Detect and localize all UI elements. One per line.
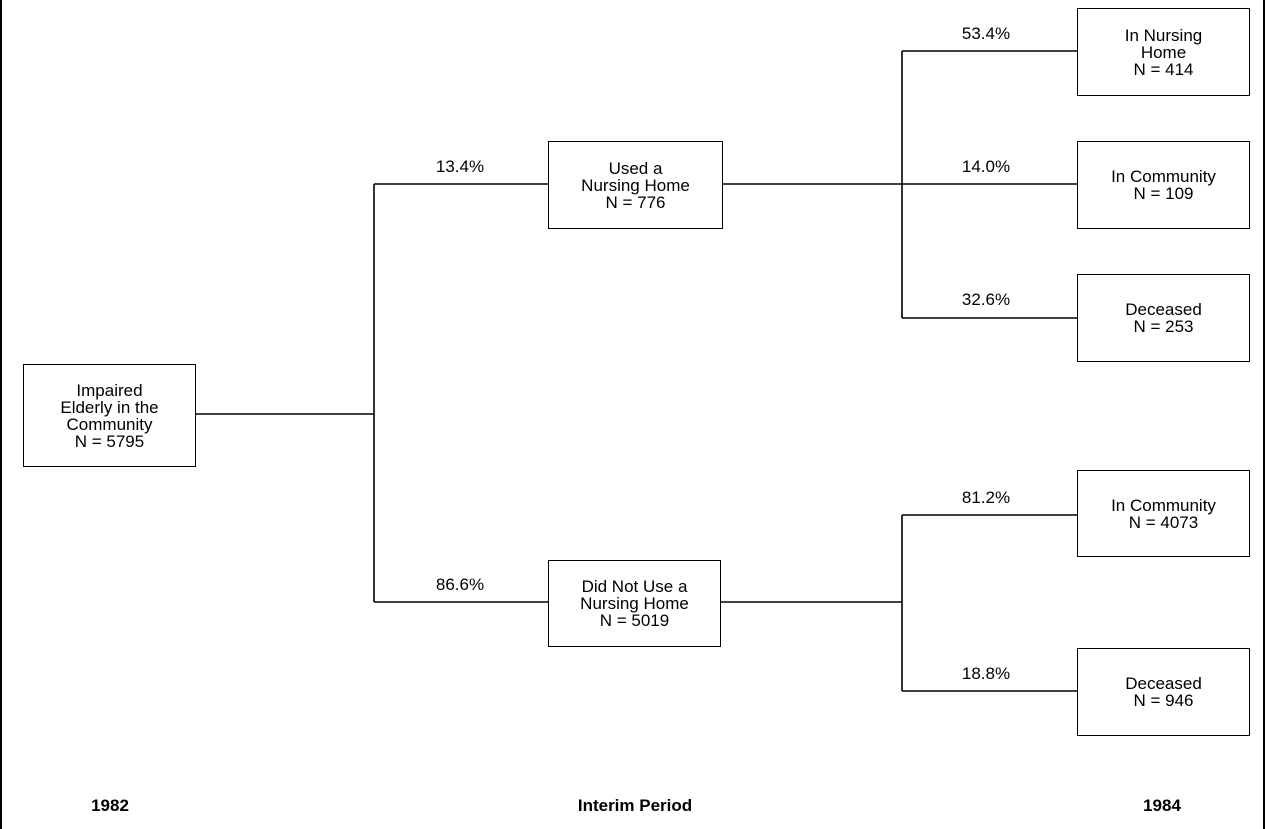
node-used-deceased: Deceased N = 253 [1077, 274, 1250, 362]
node-used-in-nursing-home-label: In Nursing Home N = 414 [1124, 25, 1203, 79]
node-notused-deceased: Deceased N = 946 [1077, 648, 1250, 736]
node-notused-in-community-label: In Community N = 4073 [1111, 495, 1216, 532]
pct-notused: 86.6% [435, 575, 485, 594]
node-used-deceased-label: Deceased N = 253 [1125, 300, 1202, 336]
node-notused-deceased-label: Deceased N = 946 [1125, 674, 1202, 710]
node-notused-in-community: In Community N = 4073 [1077, 470, 1250, 557]
pct-notused-comm: 81.2% [961, 488, 1011, 507]
pct-notused-dec: 18.8% [961, 664, 1011, 683]
node-impaired-elderly: Impaired Elderly in the Community N = 57… [23, 364, 196, 467]
node-impaired-elderly-label: Impaired Elderly in the Community N = 57… [60, 380, 159, 451]
pct-used-comm: 14.0% [961, 157, 1011, 176]
period-start-label: 1982 [91, 796, 129, 815]
period-end-label: 1984 [1143, 796, 1181, 815]
pct-used-nh: 53.4% [961, 24, 1011, 43]
node-did-not-use-nursing-home-label: Did Not Use a Nursing Home N = 5019 [580, 577, 689, 630]
pct-used-dec: 32.6% [961, 290, 1011, 309]
node-used-in-community: In Community N = 109 [1077, 141, 1250, 229]
pct-used: 13.4% [435, 157, 485, 176]
node-did-not-use-nursing-home: Did Not Use a Nursing Home N = 5019 [548, 560, 721, 647]
node-used-in-community-label: In Community N = 109 [1111, 167, 1216, 203]
node-used-nursing-home: Used a Nursing Home N = 776 [548, 141, 723, 229]
period-middle-label: Interim Period [577, 796, 693, 815]
node-used-nursing-home-label: Used a Nursing Home N = 776 [581, 158, 690, 212]
node-used-in-nursing-home: In Nursing Home N = 414 [1077, 8, 1250, 96]
